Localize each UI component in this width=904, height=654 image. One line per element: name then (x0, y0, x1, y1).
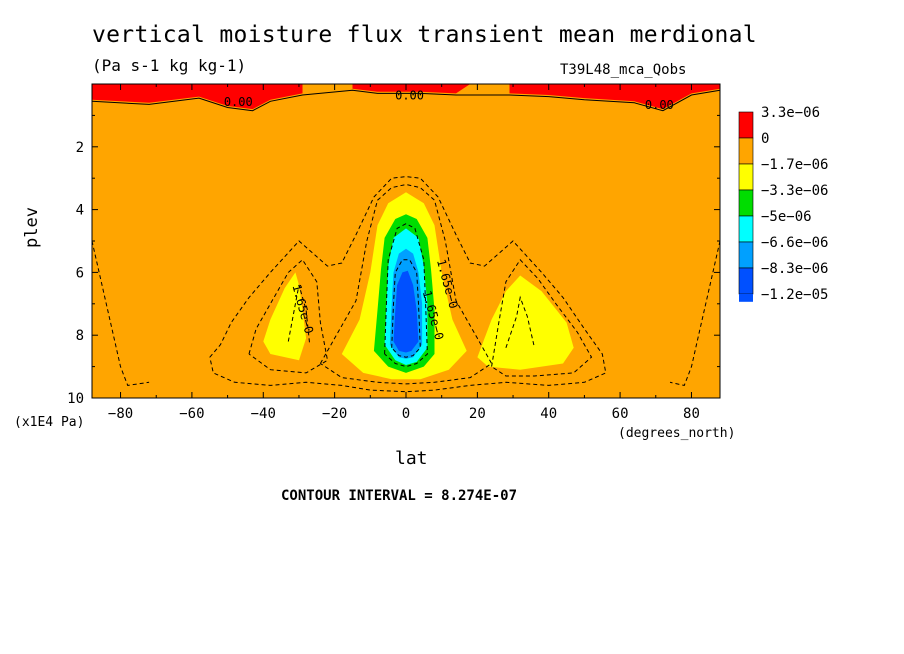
y-tick-label: 2 (76, 140, 84, 156)
x-tick-label: −80 (108, 406, 133, 422)
positive-band-top-left (92, 84, 303, 110)
yellow-region-south (263, 272, 307, 361)
contour-line-4 (248, 259, 329, 374)
x-tick-label: 60 (612, 406, 629, 422)
legend-swatch (738, 137, 754, 165)
contour-line-0 (91, 89, 721, 112)
y-tick-label: 10 (67, 391, 84, 407)
contour-line-10 (391, 259, 421, 358)
x-tick-label: −20 (322, 406, 347, 422)
contour-interval-note: CONTOUR INTERVAL = 8.274E-07 (281, 488, 518, 504)
yellow-region-north (477, 275, 574, 370)
chart-units: (Pa s-1 kg kg-1) (92, 56, 247, 75)
legend-label: −1.2e−05 (761, 287, 828, 303)
legend-label: 3.3e−06 (761, 105, 820, 121)
y-tick-label: 8 (76, 328, 84, 344)
contour-line-5 (319, 183, 493, 385)
contour-line-9 (384, 223, 428, 368)
contour-lines (91, 89, 721, 393)
legend-label: −3.3e−06 (761, 183, 828, 199)
legend-swatch (738, 111, 754, 139)
contour-line-1 (91, 240, 150, 386)
legend-swatch-tail (739, 294, 753, 302)
contour-label-1: 0.00 (395, 89, 424, 103)
x-tick-label: −40 (251, 406, 276, 422)
x-tick-label: −60 (179, 406, 204, 422)
contour-line-7 (287, 284, 311, 345)
x-axis-ticks: −80 −60 −40 −20 0 20 40 60 80 (108, 84, 700, 422)
legend-swatch (738, 189, 754, 217)
y-axis-ticks: 2 4 6 8 10 (67, 114, 720, 407)
legend-label: −5e−06 (761, 209, 812, 225)
legend-swatch (738, 215, 754, 243)
legend-label: −6.6e−06 (761, 235, 828, 251)
x-axis-units: (degrees_north) (618, 426, 736, 441)
y-axis-label: plev (22, 207, 42, 248)
x-tick-label: 40 (540, 406, 557, 422)
chart-title: vertical moisture flux transient mean me… (92, 22, 757, 48)
legend-label: −1.7e−06 (761, 157, 828, 173)
x-tick-label: 80 (683, 406, 700, 422)
contour-line-6 (491, 258, 593, 377)
positive-band-top-center (352, 84, 471, 94)
y-axis-multiplier: (x1E4 Pa) (14, 415, 85, 430)
contour-fills (92, 84, 720, 398)
colorbar-legend: 3.3e−06 0 −1.7e−06 −3.3e−06 −5e−06 −6.6e−06 −8… (738, 105, 828, 303)
legend-swatch (738, 267, 754, 295)
contour-label-2: 0.00 (645, 98, 674, 112)
contour-label-0: 0.00 (224, 95, 253, 109)
contour-line-3 (209, 176, 607, 393)
contour-line-8 (505, 295, 535, 348)
x-tick-label: 0 (402, 406, 410, 422)
source-label: T39L48_mca_Qobs (560, 62, 687, 78)
contour-line-2 (669, 240, 721, 386)
y-tick-label: 6 (76, 265, 84, 281)
x-axis-label: lat (395, 448, 428, 469)
y-tick-label: 4 (76, 203, 84, 219)
positive-band-top-right (509, 84, 720, 110)
x-tick-label: 20 (469, 406, 486, 422)
legend-label: 0 (761, 131, 769, 147)
legend-swatch (738, 241, 754, 269)
legend-swatch (738, 163, 754, 191)
legend-label: −8.3e−06 (761, 261, 828, 277)
blue-region-equator (393, 270, 419, 353)
